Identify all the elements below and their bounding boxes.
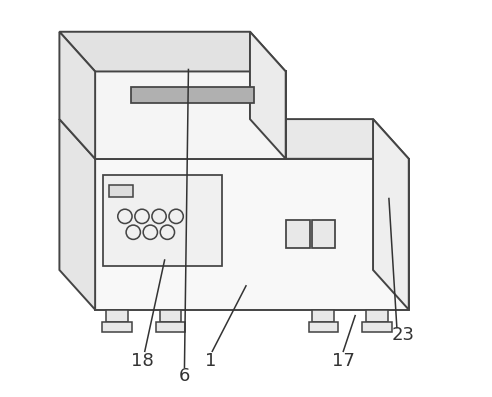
Polygon shape [95, 159, 409, 310]
Polygon shape [60, 119, 95, 310]
Text: 23: 23 [391, 326, 414, 345]
Polygon shape [109, 185, 133, 197]
Text: 1: 1 [205, 352, 216, 370]
Text: 18: 18 [131, 352, 154, 370]
Polygon shape [366, 310, 388, 322]
Polygon shape [131, 87, 254, 103]
Polygon shape [60, 119, 409, 159]
Polygon shape [159, 310, 182, 322]
Polygon shape [60, 32, 95, 159]
Polygon shape [312, 310, 335, 322]
Polygon shape [250, 32, 286, 159]
Polygon shape [362, 322, 392, 332]
Polygon shape [102, 322, 132, 332]
Polygon shape [155, 322, 185, 332]
Text: 6: 6 [179, 367, 190, 385]
Polygon shape [103, 175, 222, 266]
Polygon shape [286, 220, 309, 248]
Polygon shape [60, 32, 286, 71]
Polygon shape [106, 310, 128, 322]
Polygon shape [311, 220, 336, 248]
Text: 17: 17 [332, 352, 355, 370]
Polygon shape [373, 119, 409, 310]
Polygon shape [308, 322, 338, 332]
Polygon shape [95, 71, 286, 159]
